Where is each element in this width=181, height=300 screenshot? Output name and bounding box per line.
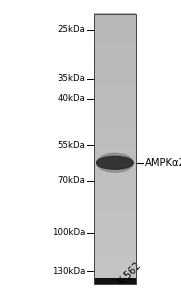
Text: 70kDa: 70kDa bbox=[57, 176, 85, 185]
Text: 130kDa: 130kDa bbox=[52, 267, 85, 276]
Text: AMPKα2: AMPKα2 bbox=[145, 158, 181, 168]
Text: 25kDa: 25kDa bbox=[57, 25, 85, 34]
Text: 35kDa: 35kDa bbox=[57, 74, 85, 83]
Text: K-562: K-562 bbox=[117, 260, 143, 286]
Ellipse shape bbox=[97, 153, 133, 172]
Text: 40kDa: 40kDa bbox=[57, 94, 85, 103]
Text: 55kDa: 55kDa bbox=[57, 141, 85, 150]
Bar bbox=[94, 278, 136, 284]
Ellipse shape bbox=[97, 156, 133, 169]
Bar bbox=[94, 14, 136, 284]
Text: 100kDa: 100kDa bbox=[52, 228, 85, 237]
